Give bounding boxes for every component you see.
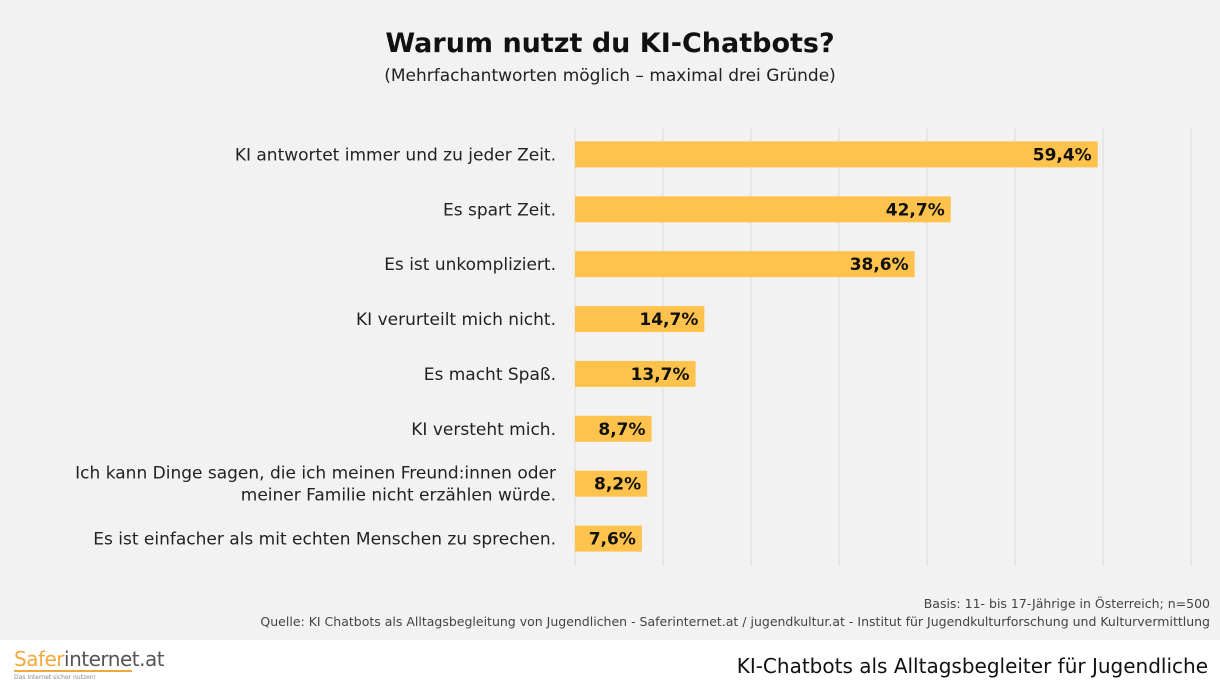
data-label: 8,2% xyxy=(594,475,641,495)
bar xyxy=(575,141,1098,168)
logo-tagline: Das Internet sicher nutzen! xyxy=(14,674,97,681)
bar xyxy=(575,306,705,333)
category-label: meiner Familie nicht erzählen würde. xyxy=(241,486,556,506)
category-label: Es ist unkompliziert. xyxy=(384,255,556,275)
bar xyxy=(575,415,652,442)
category-label: KI versteht mich. xyxy=(411,420,556,440)
saferinternet-logo: Saferinternet.at Das Internet sicher nut… xyxy=(14,647,165,681)
data-label: 14,7% xyxy=(639,310,698,330)
bar-chart: 59,4% KI antwortet immer und zu jeder Zei… xyxy=(75,127,1192,566)
category-label: Ich kann Dinge sagen, die ich meinen Fre… xyxy=(75,464,556,484)
data-label: 59,4% xyxy=(1033,145,1092,165)
logo-part2: internet.at xyxy=(64,647,165,671)
bar xyxy=(575,360,696,387)
source-note: Quelle: KI Chatbots als Alltagsbegleitun… xyxy=(260,614,1210,629)
data-label: 38,6% xyxy=(850,255,909,275)
data-label: 13,7% xyxy=(631,365,690,385)
logo-part1: Safer xyxy=(14,647,65,671)
category-label: KI antwortet immer und zu jeder Zeit. xyxy=(235,145,556,165)
data-label: 8,7% xyxy=(598,420,645,440)
data-label: 42,7% xyxy=(886,200,945,220)
chart-title: Warum nutzt du KI-Chatbots? xyxy=(385,28,835,59)
category-label: Es ist einfacher als mit echten Menschen… xyxy=(93,530,556,550)
data-label: 7,6% xyxy=(589,530,636,550)
bar xyxy=(575,251,915,278)
category-label: Es spart Zeit. xyxy=(443,200,556,220)
bar xyxy=(575,525,642,552)
footer-title: KI-Chatbots als Alltagsbegleiter für Jug… xyxy=(736,654,1208,678)
bar xyxy=(575,196,951,223)
category-label: KI verurteilt mich nicht. xyxy=(356,310,556,330)
bar xyxy=(575,470,648,497)
chart-subtitle: (Mehrfachantworten möglich – maximal dre… xyxy=(384,66,836,86)
category-label: Es macht Spaß. xyxy=(424,365,556,385)
basis-note: Basis: 11- bis 17-Jährige in Österreich;… xyxy=(923,596,1210,611)
